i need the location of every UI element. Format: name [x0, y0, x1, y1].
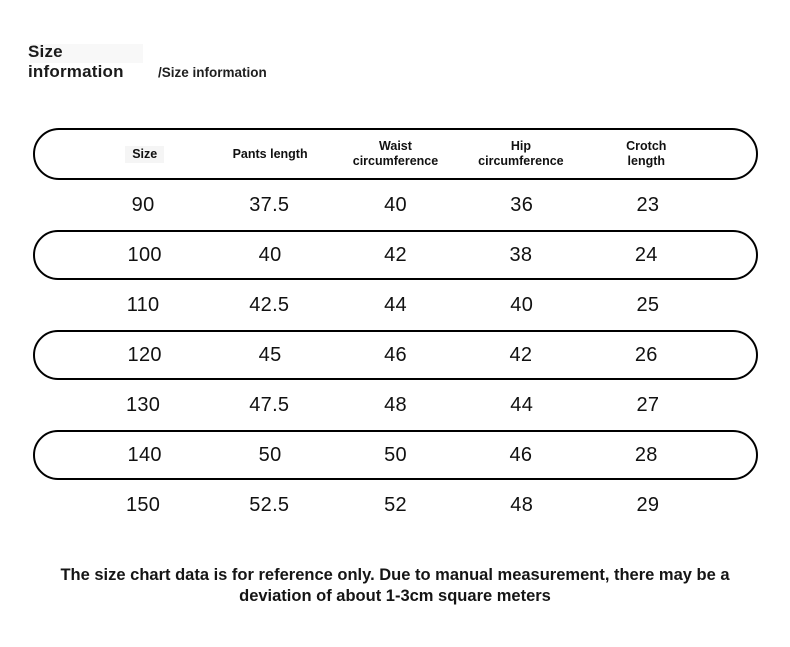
table-cell: 120: [127, 343, 162, 366]
table-cell: 47.5: [249, 393, 290, 416]
table-cell: 24: [634, 243, 658, 266]
column-header-hip-circumference: Hip circumference: [478, 139, 564, 168]
title-background-patch: [30, 44, 143, 63]
table-cell: 90: [131, 193, 155, 216]
table-cell: 28: [634, 443, 658, 466]
table-row: 140 50 50 46 28: [33, 430, 758, 480]
table-cell: 46: [384, 343, 407, 366]
table-row: 120 45 46 42 26: [33, 330, 758, 380]
table-row: 110 42.5 44 40 25: [33, 280, 758, 330]
table-cell: 40: [384, 193, 407, 216]
page-title: Size information: [28, 42, 124, 82]
table-cell: 42: [509, 343, 533, 366]
table-cell: 100: [127, 243, 162, 266]
table-cell: 29: [636, 493, 660, 516]
table-rows: 90 37.5 40 36 23 100 40 42 38 24 110 42.5 44 40 25 120 4…: [33, 180, 758, 530]
page-title-line2: information: [28, 62, 124, 81]
table-cell: 40: [510, 293, 534, 316]
table-cell: 50: [258, 443, 282, 466]
table-cell: 40: [258, 243, 282, 266]
table-cell: 48: [510, 493, 534, 516]
table-cell: 45: [258, 343, 282, 366]
table-row: 150 52.5 52 48 29: [33, 480, 758, 530]
table-cell: 52: [384, 493, 407, 516]
table-cell: 150: [125, 493, 161, 516]
table-cell: 37.5: [249, 193, 290, 216]
table-cell: 130: [125, 393, 161, 416]
table-cell: 26: [634, 343, 658, 366]
page-title-line1: Size: [28, 42, 63, 61]
table-cell: 27: [636, 393, 660, 416]
column-header-waist-circumference: Waist circumference: [352, 139, 439, 168]
column-header-size: Size: [82, 145, 207, 163]
table-cell: 46: [509, 443, 533, 466]
size-table: Size Pants length Waist circumference Hi…: [33, 128, 758, 530]
column-header-pants-length: Pants length: [232, 146, 308, 161]
table-cell: 52.5: [249, 493, 290, 516]
table-cell: 44: [510, 393, 534, 416]
table-row: 130 47.5 48 44 27: [33, 380, 758, 430]
footnote: The size chart data is for reference onl…: [0, 565, 790, 607]
table-cell: 36: [510, 193, 534, 216]
page-subtitle: /Size information: [158, 65, 267, 80]
table-cell: 110: [126, 293, 160, 316]
table-cell: 25: [636, 293, 660, 316]
footnote-text: The size chart data is for reference onl…: [60, 566, 730, 605]
table-cell: 48: [384, 393, 407, 416]
column-header-crotch-length: Crotch length: [626, 139, 667, 168]
table-cell: 50: [384, 443, 407, 466]
table-row: 100 40 42 38 24: [33, 230, 758, 280]
table-header-row: Size Pants length Waist circumference Hi…: [33, 128, 758, 180]
table-cell: 38: [509, 243, 533, 266]
table-row: 90 37.5 40 36 23: [33, 180, 758, 230]
table-cell: 44: [384, 293, 407, 316]
table-cell: 23: [636, 193, 660, 216]
table-cell: 42.5: [249, 293, 290, 316]
table-cell: 140: [127, 443, 162, 466]
table-cell: 42: [384, 243, 407, 266]
